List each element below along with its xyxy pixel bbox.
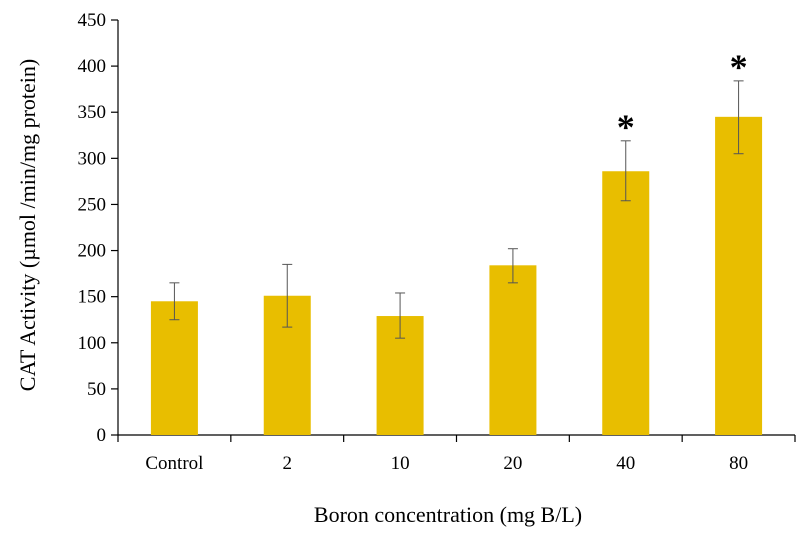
y-tick-label-100: 100 bbox=[78, 333, 107, 354]
x-tick-label-20: 20 bbox=[503, 453, 522, 474]
bar-40 bbox=[602, 171, 650, 435]
plot-area: 0 50 100 150 200 250 300 350 400 450 Control 2 10 20 4… bbox=[78, 10, 796, 474]
bar-80 bbox=[715, 116, 763, 435]
x-tick-label-40: 40 bbox=[616, 453, 635, 474]
x-tick-label-10: 10 bbox=[391, 453, 410, 474]
y-tick-label-400: 400 bbox=[78, 56, 107, 77]
y-tick-label-350: 350 bbox=[78, 102, 107, 123]
y-tick-label-150: 150 bbox=[78, 287, 107, 308]
x-tick-label-control: Control bbox=[145, 453, 203, 474]
y-tick-label-450: 450 bbox=[78, 10, 107, 31]
bar-20 bbox=[489, 265, 537, 435]
significance-marker-80: * bbox=[730, 47, 748, 87]
x-axis-title: Boron concentration (mg B/L) bbox=[314, 502, 582, 527]
y-tick-label-0: 0 bbox=[97, 425, 107, 446]
y-axis-title: CAT Activity (µmol /min/mg protein) bbox=[15, 59, 40, 391]
bar-control bbox=[150, 301, 198, 435]
x-tick-label-80: 80 bbox=[729, 453, 748, 474]
y-tick-label-300: 300 bbox=[78, 148, 107, 169]
y-tick-label-250: 250 bbox=[78, 194, 107, 215]
x-tick-label-2: 2 bbox=[283, 453, 293, 474]
y-tick-label-50: 50 bbox=[87, 379, 106, 400]
y-tick-label-200: 200 bbox=[78, 241, 107, 262]
significance-marker-40: * bbox=[617, 107, 635, 147]
